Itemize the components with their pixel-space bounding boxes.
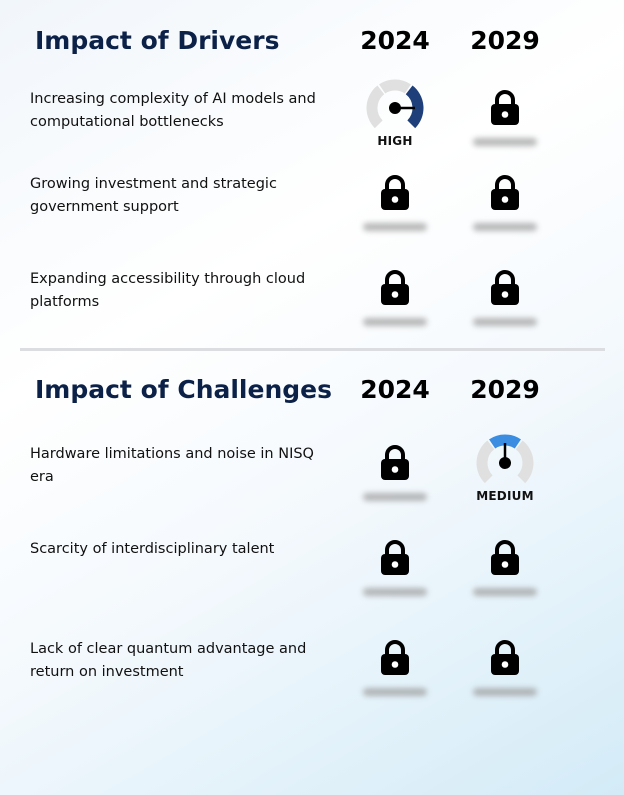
gauge-level-label: HIGH <box>377 134 413 148</box>
gauge-cell: HIGH <box>340 78 450 158</box>
locked-cell <box>450 84 560 164</box>
locked-cell <box>340 264 450 344</box>
blurred-value <box>363 223 427 231</box>
drivers-row-label: Increasing complexity of AI models and c… <box>30 91 316 130</box>
blurred-value <box>473 223 537 231</box>
lock-icon <box>490 90 520 130</box>
blurred-value <box>473 138 537 146</box>
section-divider <box>20 348 605 351</box>
locked-cell <box>450 534 560 614</box>
lock-icon <box>380 445 410 485</box>
lock-icon <box>490 175 520 215</box>
locked-cell <box>450 264 560 344</box>
blurred-value <box>473 588 537 596</box>
drivers-row-label: Growing investment and strategic governm… <box>30 176 277 215</box>
lock-icon <box>490 640 520 680</box>
blurred-value <box>363 493 427 501</box>
locked-cell <box>450 634 560 714</box>
drivers-year-2024: 2024 <box>360 26 430 55</box>
gauge-icon <box>364 78 426 134</box>
lock-icon <box>490 270 520 310</box>
locked-cell <box>340 534 450 614</box>
challenges-title: Impact of Challenges <box>35 375 332 404</box>
challenges-row-label: Lack of clear quantum advantage and retu… <box>30 641 307 680</box>
drivers-year-2029: 2029 <box>470 26 540 55</box>
challenges-year-2029: 2029 <box>470 375 540 404</box>
blurred-value <box>363 318 427 326</box>
locked-cell <box>340 439 450 519</box>
blurred-value <box>363 588 427 596</box>
lock-icon <box>380 175 410 215</box>
gauge-cell: MEDIUM <box>450 433 560 513</box>
locked-cell <box>450 169 560 249</box>
blurred-value <box>473 318 537 326</box>
gauge-level-label: MEDIUM <box>476 489 534 503</box>
locked-cell <box>340 634 450 714</box>
blurred-value <box>363 688 427 696</box>
gauge-icon <box>474 433 536 489</box>
lock-icon <box>380 640 410 680</box>
blurred-value <box>473 688 537 696</box>
lock-icon <box>380 540 410 580</box>
challenges-year-2024: 2024 <box>360 375 430 404</box>
challenges-row-label: Scarcity of interdisciplinary talent <box>30 541 275 557</box>
drivers-row-label: Expanding accessibility through cloud pl… <box>30 271 306 310</box>
lock-icon <box>380 270 410 310</box>
challenges-row-label: Hardware limitations and noise in NISQ e… <box>30 446 314 485</box>
lock-icon <box>490 540 520 580</box>
locked-cell <box>340 169 450 249</box>
drivers-title: Impact of Drivers <box>35 26 280 55</box>
